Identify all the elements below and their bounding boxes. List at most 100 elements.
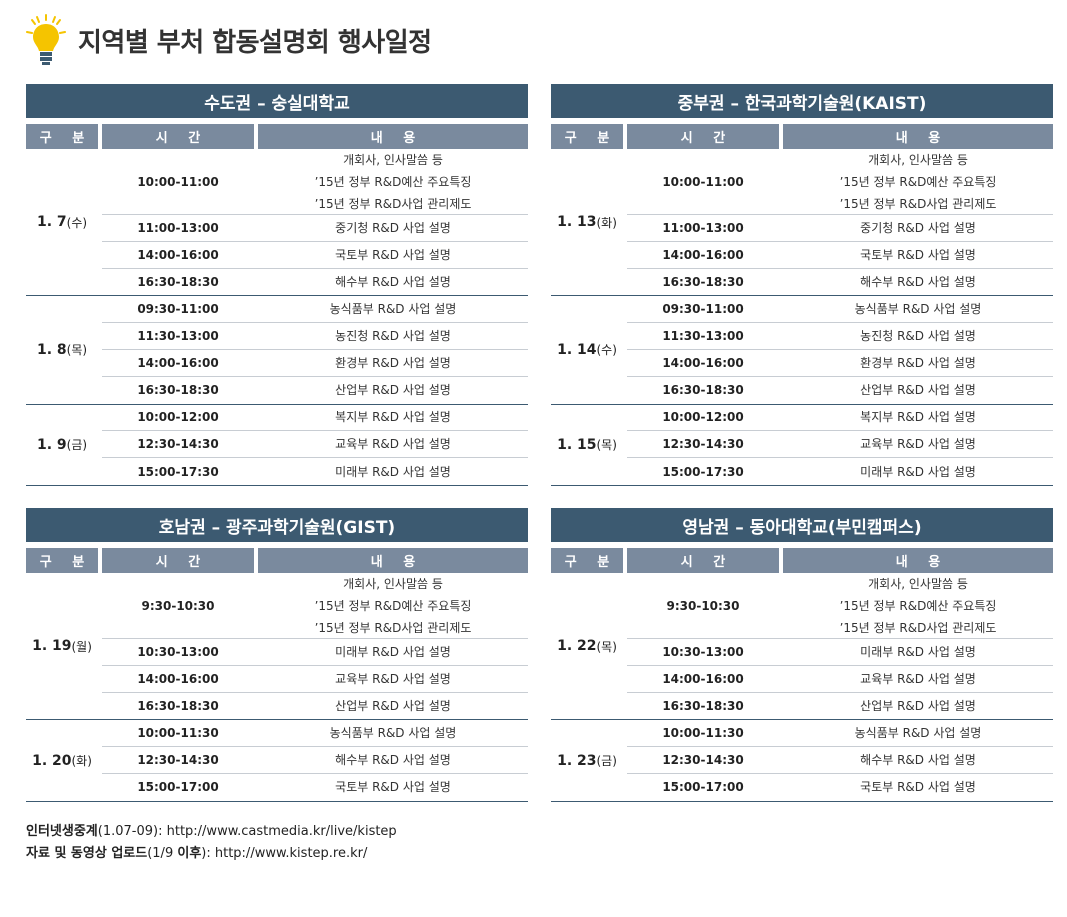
row-content: 중기청 R&D 사업 설명: [783, 215, 1053, 241]
day-date: 1. 15 (목): [551, 405, 623, 485]
day-group: 1. 15 (목) 10:00-12:00 복지부 R&D 사업 설명 12:30-14…: [551, 405, 1053, 486]
row-time: 09:30-11:00: [662, 302, 744, 317]
table-row: 16:30-18:30 산업부 R&D 사업 설명: [102, 377, 528, 404]
row-time: 14:00-16:00: [662, 247, 744, 262]
live-stream-dates: (1.07-09): [97, 824, 159, 839]
row-time: 12:30-14:30: [137, 753, 219, 768]
row-time: 16:30-18:30: [137, 698, 219, 713]
row-content: 개회사, 인사말씀 등 ’15년 정부 R&D예산 주요특징 ’15년 정부 R&D…: [258, 149, 528, 214]
row-content: 복지부 R&D 사업 설명: [258, 405, 528, 431]
row-content-line: ’15년 정부 R&D예산 주요특징: [314, 598, 472, 613]
row-time: 16:30-18:30: [662, 698, 744, 713]
panel-header: 중부권 – 한국과학기술원(KAIST): [551, 84, 1053, 118]
row-time: 11:30-13:00: [662, 329, 744, 344]
day-group: 1. 23 (금) 10:00-11:30 농식품부 R&D 사업 설명 12:30-1…: [551, 720, 1053, 802]
row-content: 복지부 R&D 사업 설명: [783, 405, 1053, 431]
day-weekday: (월): [71, 639, 92, 654]
upload-label: 자료 및 동영상 업로드: [26, 846, 148, 861]
upload-url[interactable]: : http://www.kistep.re.kr/: [206, 846, 368, 861]
table-row: 9:30-10:30 개회사, 인사말씀 등 ’15년 정부 R&D예산 주요특징 ’…: [102, 573, 528, 639]
day-date-number: 1. 23: [557, 752, 597, 769]
table-row: 10:00-12:00 복지부 R&D 사업 설명: [627, 405, 1053, 432]
table-row: 15:00-17:00 국토부 R&D 사업 설명: [627, 774, 1053, 801]
row-content: 농진청 R&D 사업 설명: [258, 323, 528, 349]
row-content-line: 교육부 R&D 사업 설명: [860, 437, 976, 452]
table-row: 10:30-13:00 미래부 R&D 사업 설명: [102, 639, 528, 666]
table-row: 11:30-13:00 농진청 R&D 사업 설명: [627, 323, 1053, 350]
row-content-line: 국토부 R&D 사업 설명: [335, 780, 451, 795]
day-group: 1. 8 (목) 09:30-11:00 농식품부 R&D 사업 설명 11:30-13…: [26, 296, 528, 405]
row-time: 16:30-18:30: [662, 274, 744, 289]
row-content-line: ’15년 정부 R&D사업 관리제도: [839, 620, 997, 635]
row-time: 14:00-16:00: [137, 247, 219, 262]
day-date-number: 1. 20: [32, 752, 72, 769]
day-date-number: 1. 15: [557, 436, 597, 453]
column-header-time: 시 간: [102, 124, 254, 149]
row-content-line: 농진청 R&D 사업 설명: [860, 329, 976, 344]
table-row: 10:00-11:30 농식품부 R&D 사업 설명: [102, 720, 528, 748]
day-group: 1. 13 (화) 10:00-11:00 개회사, 인사말씀 등 ’15년 정부 R&…: [551, 149, 1053, 297]
row-time: 12:30-14:30: [137, 437, 219, 452]
row-content: 산업부 R&D 사업 설명: [258, 377, 528, 404]
row-content-line: 해수부 R&D 사업 설명: [860, 274, 976, 289]
row-content-line: 산업부 R&D 사업 설명: [860, 383, 976, 398]
day-rows: 10:00-11:00 개회사, 인사말씀 등 ’15년 정부 R&D예산 주요특징…: [627, 149, 1053, 295]
live-stream-url[interactable]: : http://www.castmedia.kr/live/kistep: [158, 824, 397, 839]
row-time: 10:00-11:30: [662, 726, 744, 741]
row-content-line: 환경부 R&D 사업 설명: [860, 355, 976, 370]
column-header-content: 내 용: [783, 124, 1053, 149]
day-date: 1. 20 (화): [26, 720, 98, 800]
table-row: 11:30-13:00 농진청 R&D 사업 설명: [102, 323, 528, 350]
row-content-line: 개회사, 인사말씀 등: [868, 576, 968, 591]
day-weekday: (화): [596, 215, 617, 230]
row-time: 15:00-17:00: [662, 780, 744, 795]
row-content-line: 산업부 R&D 사업 설명: [335, 698, 451, 713]
column-header-content: 내 용: [258, 124, 528, 149]
row-content: 국토부 R&D 사업 설명: [783, 242, 1053, 268]
row-time: 16:30-18:30: [137, 274, 219, 289]
table-row: 12:30-14:30 교육부 R&D 사업 설명: [627, 431, 1053, 459]
day-weekday: (수): [596, 343, 617, 358]
row-content: 국토부 R&D 사업 설명: [783, 774, 1053, 801]
row-content-line: 산업부 R&D 사업 설명: [860, 698, 976, 713]
day-weekday: (목): [596, 438, 617, 453]
row-content-line: 농식품부 R&D 사업 설명: [854, 726, 982, 741]
row-content: 국토부 R&D 사업 설명: [258, 242, 528, 268]
day-rows: 9:30-10:30 개회사, 인사말씀 등 ’15년 정부 R&D예산 주요특징 ’…: [627, 573, 1053, 719]
row-content-line: 농진청 R&D 사업 설명: [335, 329, 451, 344]
row-time: 10:00-11:00: [137, 174, 219, 189]
row-time: 11:00-13:00: [662, 220, 744, 235]
row-content-line: ’15년 정부 R&D예산 주요특징: [839, 174, 997, 189]
column-header-category: 구 분: [26, 548, 98, 573]
table-row: 16:30-18:30 산업부 R&D 사업 설명: [627, 377, 1053, 404]
title-block: 지역별 부처 합동설명회 행사일정: [26, 14, 432, 66]
row-content: 산업부 R&D 사업 설명: [258, 693, 528, 720]
table-row: 9:30-10:30 개회사, 인사말씀 등 ’15년 정부 R&D예산 주요특징 ’…: [627, 573, 1053, 639]
column-header-time: 시 간: [627, 124, 779, 149]
row-content-line: 농식품부 R&D 사업 설명: [329, 726, 457, 741]
row-content-line: 농식품부 R&D 사업 설명: [329, 302, 457, 317]
lightbulb-icon: [26, 14, 66, 66]
row-content: 교육부 R&D 사업 설명: [258, 666, 528, 692]
row-time: 10:30-13:00: [137, 644, 219, 659]
row-time: 10:00-11:30: [137, 726, 219, 741]
footer: 인터넷생중계(1.07-09): http://www.castmedia.kr…: [26, 821, 397, 865]
day-rows: 10:00-12:00 복지부 R&D 사업 설명 12:30-14:30 교육부 R…: [627, 405, 1053, 485]
day-date-number: 1. 9: [36, 436, 67, 453]
table-row: 12:30-14:30 교육부 R&D 사업 설명: [102, 431, 528, 459]
upload-note-open: (1/9: [147, 846, 178, 861]
panel-header: 수도권 – 숭실대학교: [26, 84, 528, 118]
row-content-line: 개회사, 인사말씀 등: [868, 152, 968, 167]
page-title: 지역별 부처 합동설명회 행사일정: [78, 27, 432, 58]
upload-line: 자료 및 동영상 업로드(1/9 이후): http://www.kistep.…: [26, 843, 397, 865]
table-row: 09:30-11:00 농식품부 R&D 사업 설명: [627, 296, 1053, 324]
panel-header: 영남권 – 동아대학교(부민캠퍼스): [551, 508, 1053, 542]
column-header-category: 구 분: [551, 548, 623, 573]
row-content: 교육부 R&D 사업 설명: [783, 666, 1053, 692]
row-content: 농식품부 R&D 사업 설명: [783, 720, 1053, 746]
row-time: 9:30-10:30: [141, 598, 215, 613]
row-content: 미래부 R&D 사업 설명: [783, 639, 1053, 665]
row-content: 교육부 R&D 사업 설명: [258, 431, 528, 457]
